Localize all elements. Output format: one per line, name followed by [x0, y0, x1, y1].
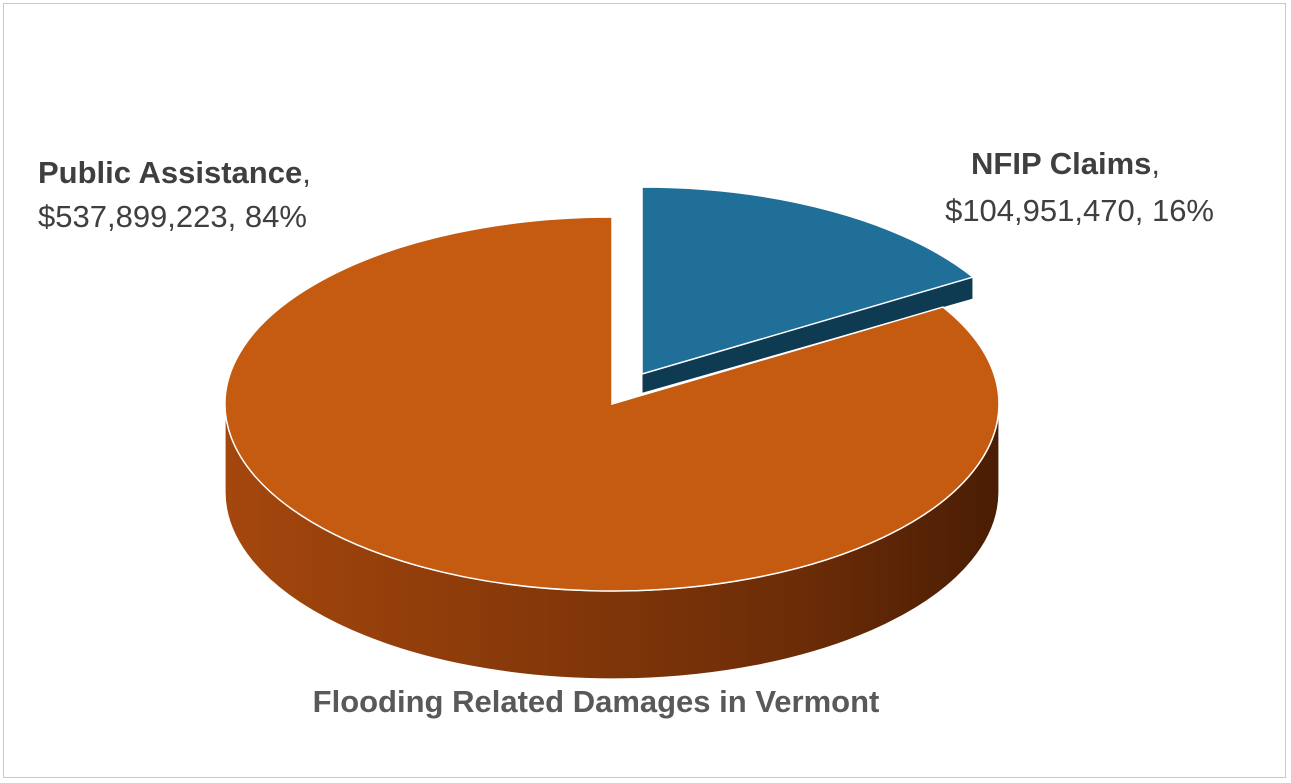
label-public-assistance: Public Assistance, $537,899,223, 84% [38, 155, 311, 234]
pie-tops [224, 186, 1000, 592]
svg-text:$537,899,223, 84%: $537,899,223, 84% [38, 199, 307, 234]
slice-value-nfip-claims: $104,951,470 [945, 193, 1135, 228]
slice-public-assistance [224, 216, 1000, 592]
slice-nfip-claims [641, 186, 975, 376]
svg-text:$104,951,470, 16%: $104,951,470, 16% [945, 193, 1214, 228]
label-separator: , [228, 199, 245, 234]
label-nfip-claims: NFIP Claims, $104,951,470, 16% [945, 146, 1214, 228]
svg-text:Public Assistance,: Public Assistance, [38, 155, 311, 190]
svg-text:NFIP Claims,: NFIP Claims, [971, 146, 1160, 181]
label-separator: , [302, 155, 311, 190]
label-separator: , [1135, 193, 1152, 228]
slice-name-nfip-claims: NFIP Claims [971, 146, 1151, 181]
slice-percent-public-assistance: 84% [245, 199, 307, 234]
slice-name-public-assistance: Public Assistance [38, 155, 302, 190]
slice-value-public-assistance: $537,899,223 [38, 199, 228, 234]
label-separator: , [1151, 146, 1160, 181]
chart-title: Flooding Related Damages in Vermont [313, 684, 880, 719]
slice-percent-nfip-claims: 16% [1152, 193, 1214, 228]
